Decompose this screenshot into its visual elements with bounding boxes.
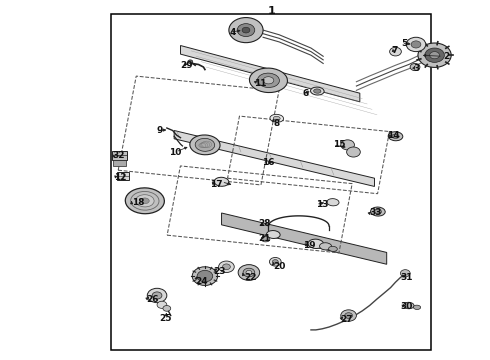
Bar [111,14,431,350]
Text: 26: 26 [147,294,159,303]
Ellipse shape [261,237,270,242]
Circle shape [418,43,451,67]
Circle shape [272,260,278,264]
Text: 32: 32 [112,151,124,160]
Text: 13: 13 [316,200,328,209]
Circle shape [238,265,260,280]
Circle shape [406,37,426,51]
Text: 3: 3 [414,64,420,73]
Text: 17: 17 [210,180,222,189]
Text: 16: 16 [262,158,275,167]
Circle shape [411,41,421,48]
Ellipse shape [136,195,154,207]
Polygon shape [180,45,360,102]
Text: 28: 28 [259,219,271,228]
Circle shape [410,63,420,71]
Text: 6: 6 [303,89,309,98]
Circle shape [270,257,281,266]
Text: 12: 12 [114,173,126,182]
Ellipse shape [319,243,332,250]
Text: 14: 14 [387,131,399,140]
Bar [117,172,129,180]
Circle shape [157,301,167,309]
Text: 30: 30 [400,302,413,311]
Text: 10: 10 [170,148,182,157]
Text: 9: 9 [156,126,163,135]
Circle shape [425,48,444,62]
Text: 20: 20 [273,262,286,271]
Circle shape [188,60,193,63]
Text: 1: 1 [268,6,276,16]
Circle shape [246,270,252,275]
Ellipse shape [388,132,403,141]
Text: 23: 23 [213,267,226,276]
Text: 2: 2 [443,52,449,61]
Ellipse shape [249,68,288,93]
Circle shape [341,310,356,321]
Ellipse shape [392,134,399,138]
Circle shape [242,27,250,33]
Ellipse shape [327,199,339,206]
Text: 7: 7 [392,46,398,55]
Circle shape [430,51,440,59]
Ellipse shape [374,210,382,214]
Ellipse shape [257,73,279,87]
Text: 5: 5 [401,39,408,48]
Text: 11: 11 [254,80,266,89]
Ellipse shape [263,77,274,84]
Circle shape [222,264,230,270]
Circle shape [344,313,352,319]
Text: 29: 29 [180,62,193,71]
Ellipse shape [308,239,323,248]
Ellipse shape [270,114,284,122]
Circle shape [229,18,263,42]
Circle shape [341,140,354,150]
Text: 24: 24 [195,276,208,285]
Circle shape [219,261,234,273]
Ellipse shape [190,135,220,155]
Circle shape [152,292,162,299]
Bar [113,160,126,166]
Circle shape [163,306,171,311]
Circle shape [243,268,255,277]
Circle shape [346,147,360,157]
Bar [112,151,127,159]
Text: 15: 15 [333,140,345,149]
Text: 21: 21 [259,234,271,243]
Ellipse shape [125,188,164,214]
Circle shape [197,270,213,282]
Ellipse shape [214,177,229,186]
Text: 31: 31 [400,273,413,282]
Polygon shape [174,131,374,186]
Ellipse shape [311,87,324,95]
Ellipse shape [403,302,414,309]
Circle shape [400,270,410,277]
Text: 27: 27 [340,315,353,324]
Ellipse shape [329,246,337,251]
Text: 25: 25 [160,314,172,323]
Text: 4: 4 [229,28,236,37]
Text: 8: 8 [273,119,280,128]
Ellipse shape [195,138,215,151]
Ellipse shape [370,207,385,216]
Circle shape [147,288,167,303]
Ellipse shape [141,198,149,204]
Text: 22: 22 [244,273,257,282]
Ellipse shape [267,230,280,238]
Ellipse shape [414,305,420,310]
Text: 18: 18 [132,198,144,207]
Text: 33: 33 [369,208,382,217]
Polygon shape [221,213,387,264]
Circle shape [390,47,401,56]
Circle shape [237,24,255,37]
Text: 19: 19 [303,241,315,250]
Ellipse shape [314,89,321,93]
Circle shape [192,267,218,285]
Ellipse shape [273,116,280,120]
